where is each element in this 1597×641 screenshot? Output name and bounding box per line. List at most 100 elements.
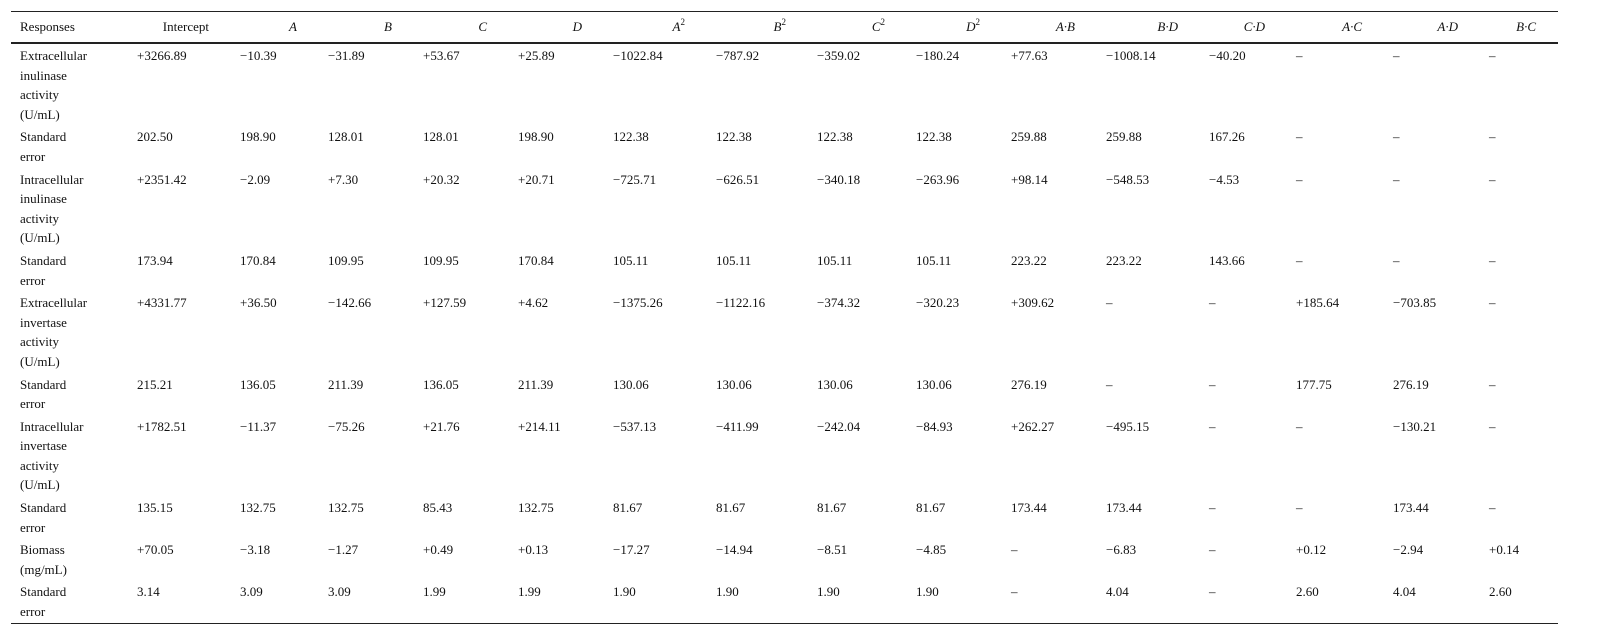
value-cell: +0.49: [423, 542, 454, 558]
value-cell: 132.75: [240, 500, 276, 516]
column-header-11: B·D: [1097, 12, 1200, 44]
column-header-label: A: [289, 19, 297, 35]
value-cell: 109.95: [423, 252, 459, 268]
value-cell: +70.05: [137, 542, 174, 558]
row-label-cell: Extracellular invertase activity (U/mL): [20, 295, 88, 369]
value-cell: 85.43: [423, 500, 453, 516]
value-cell: –: [1011, 584, 1018, 600]
value-cell: –: [1296, 418, 1303, 434]
value-cell: 223.22: [1011, 252, 1047, 268]
value-cell: −1375.26: [613, 295, 663, 311]
value-cell: +20.32: [423, 171, 460, 187]
column-header-label: A·D: [1437, 19, 1458, 35]
value-cell: 1.90: [716, 584, 739, 600]
value-cell: –: [1489, 500, 1496, 516]
value-cell: −31.89: [328, 48, 365, 63]
value-cell: +77.63: [1011, 48, 1048, 63]
value-cell: −6.83: [1106, 542, 1137, 558]
column-header-exponent: 2: [680, 17, 686, 28]
column-header-1: Intercept: [128, 12, 231, 44]
column-header-9: D2: [907, 12, 1002, 44]
column-header-exponent: 2: [781, 17, 787, 28]
value-cell: 173.44: [1393, 500, 1429, 516]
value-cell: 81.67: [916, 500, 946, 516]
value-cell: 128.01: [423, 129, 459, 145]
column-header-12: C·D: [1200, 12, 1287, 44]
column-header-label: Responses: [20, 19, 75, 35]
value-cell: 1.99: [518, 584, 541, 600]
table-body: Extracellular inulinase activity (U/mL) +…: [11, 43, 1558, 624]
value-cell: −84.93: [916, 418, 953, 434]
value-cell: −787.92: [716, 48, 760, 63]
value-cell: 173.44: [1106, 500, 1142, 516]
value-cell: −242.04: [817, 418, 861, 434]
value-cell: –: [1209, 500, 1216, 516]
value-cell: –: [1393, 171, 1400, 187]
value-cell: −1.27: [328, 542, 359, 558]
value-cell: +185.64: [1296, 295, 1340, 311]
column-header-2: A: [231, 12, 319, 44]
value-cell: −1122.16: [716, 295, 766, 311]
value-cell: −495.15: [1106, 418, 1150, 434]
value-cell: –: [1489, 295, 1496, 311]
value-cell: −2.09: [240, 171, 271, 187]
value-cell: +0.13: [518, 542, 549, 558]
value-cell: −320.23: [916, 295, 960, 311]
value-cell: –: [1209, 295, 1216, 311]
value-cell: −2.94: [1393, 542, 1424, 558]
value-cell: +127.59: [423, 295, 467, 311]
value-cell: −17.27: [613, 542, 650, 558]
value-cell: 177.75: [1296, 376, 1332, 392]
value-cell: 3.09: [240, 584, 263, 600]
column-header-0: Responses: [11, 12, 128, 44]
value-cell: +214.11: [518, 418, 561, 434]
value-cell: −263.96: [916, 171, 960, 187]
value-cell: 170.84: [518, 252, 554, 268]
value-cell: −1008.14: [1106, 48, 1156, 63]
value-cell: +98.14: [1011, 171, 1048, 187]
value-cell: −130.21: [1393, 418, 1437, 434]
value-cell: 1.90: [916, 584, 939, 600]
column-header-label: B: [773, 19, 782, 35]
value-cell: +20.71: [518, 171, 555, 187]
value-cell: 198.90: [518, 129, 554, 145]
value-cell: −4.85: [916, 542, 947, 558]
value-cell: 170.84: [240, 252, 276, 268]
column-header-exponent: 2: [975, 17, 981, 28]
value-cell: 211.39: [328, 376, 364, 392]
column-header-15: B·C: [1480, 12, 1558, 44]
value-cell: +36.50: [240, 295, 277, 311]
column-header-label: A·C: [1342, 19, 1362, 35]
value-cell: 122.38: [817, 129, 853, 145]
value-cell: 198.90: [240, 129, 276, 145]
table-row: Intracellular invertase activity (U/mL) +…: [11, 415, 1558, 496]
value-cell: −626.51: [716, 171, 760, 187]
value-cell: +2351.42: [137, 171, 187, 187]
value-cell: –: [1489, 129, 1496, 145]
value-cell: 128.01: [328, 129, 364, 145]
value-cell: −703.85: [1393, 295, 1437, 311]
value-cell: 276.19: [1393, 376, 1429, 392]
value-cell: –: [1393, 48, 1400, 63]
value-cell: –: [1393, 129, 1400, 145]
value-cell: 4.04: [1106, 584, 1129, 600]
value-cell: –: [1209, 376, 1216, 392]
column-header-13: A·C: [1287, 12, 1384, 44]
column-header-5: D: [509, 12, 604, 44]
row-label-cell: Standard error: [20, 252, 67, 288]
value-cell: 215.21: [137, 376, 173, 392]
value-cell: 1.99: [423, 584, 446, 600]
row-label-cell: Standard error: [20, 376, 67, 412]
value-cell: −374.32: [817, 295, 861, 311]
row-label-cell: Biomass (mg/mL): [20, 542, 67, 577]
value-cell: 81.67: [716, 500, 746, 516]
column-header-label: D: [966, 19, 976, 35]
value-cell: 122.38: [613, 129, 649, 145]
value-cell: 135.15: [137, 500, 173, 516]
value-cell: 3.09: [328, 584, 351, 600]
value-cell: 132.75: [328, 500, 364, 516]
value-cell: 122.38: [916, 129, 952, 145]
value-cell: 202.50: [137, 129, 173, 145]
value-cell: −537.13: [613, 418, 657, 434]
value-cell: −411.99: [716, 418, 759, 434]
